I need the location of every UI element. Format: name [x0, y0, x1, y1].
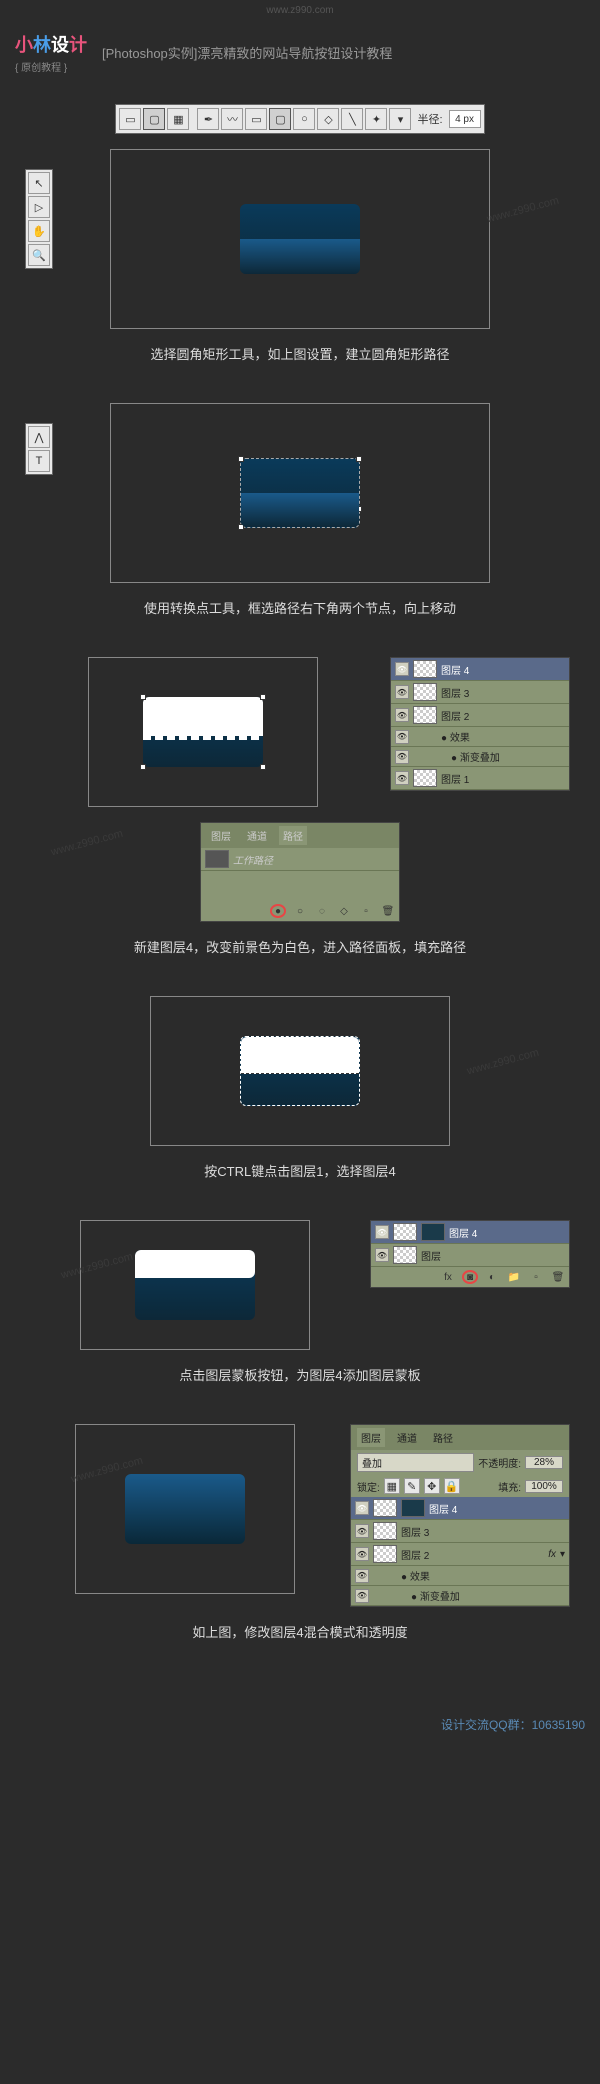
- caption-3: 新建图层4，改变前景色为白色，进入路径面板，填充路径: [30, 937, 570, 956]
- pen-icon[interactable]: ✒: [197, 108, 219, 130]
- layers-panel-2[interactable]: 👁图层 4 👁图层 fx ◙ ◐ 📁 ▫ 🗑: [370, 1220, 570, 1288]
- shape-toolbar: ▭ ▢ ▦ ✒ 〰 ▭ ▢ ○ ◇ ╲ ✦ ▾ 半径:: [115, 104, 484, 134]
- rect-icon[interactable]: ▭: [245, 108, 267, 130]
- layers-panel-3[interactable]: 图层 通道 路径 叠加 不透明度: 28% 锁定: ▦ ✎ ✥ 🔒 填充: 10…: [350, 1424, 570, 1607]
- step-6: 图层 通道 路径 叠加 不透明度: 28% 锁定: ▦ ✎ ✥ 🔒 填充: 10…: [30, 1424, 570, 1641]
- nav-button-mask: [135, 1250, 255, 1320]
- lock-paint-icon[interactable]: ✎: [404, 1478, 420, 1494]
- layer-grad-overlay[interactable]: 👁● 渐变叠加: [391, 747, 569, 767]
- layer-final-grad[interactable]: 👁● 渐变叠加: [351, 1586, 569, 1606]
- nav-button-final: [125, 1474, 245, 1544]
- step-1: ▭ ▢ ▦ ✒ 〰 ▭ ▢ ○ ◇ ╲ ✦ ▾ 半径: ↖ ▷ ✋ 🔍 选择圆角…: [30, 104, 570, 363]
- caption-4: 按CTRL键点击图层1，选择图层4: [30, 1161, 570, 1180]
- stroke-path-icon[interactable]: ○: [292, 904, 308, 918]
- blend-mode-select[interactable]: 叠加: [357, 1453, 474, 1472]
- folder-icon[interactable]: 📁: [506, 1270, 522, 1284]
- path-mode-icon[interactable]: ▢: [143, 108, 165, 130]
- url-watermark-top: www.z990.com: [0, 0, 600, 21]
- direct-select-icon[interactable]: ▷: [28, 196, 50, 218]
- layer-row-2[interactable]: 👁图层 2: [391, 704, 569, 727]
- delete-path-icon[interactable]: 🗑: [380, 904, 396, 918]
- layer-effects[interactable]: 👁● 效果: [391, 727, 569, 747]
- tab-paths[interactable]: 路径: [279, 826, 307, 845]
- caption-5: 点击图层蒙板按钮，为图层4添加图层蒙板: [30, 1365, 570, 1384]
- page-title: [Photoshop实例]漂亮精致的网站导航按钮设计教程: [102, 43, 392, 62]
- tab-channels[interactable]: 通道: [243, 826, 271, 845]
- step-3: 👁图层 4 👁图层 3 👁图层 2 👁● 效果 👁● 渐变叠加 👁图层 1 图层…: [30, 657, 570, 956]
- adj-layer-icon[interactable]: ◐: [484, 1270, 500, 1284]
- path-select-icon[interactable]: ↖: [28, 172, 50, 194]
- rounded-rect-icon[interactable]: ▢: [269, 108, 291, 130]
- fill-mode-icon[interactable]: ▦: [167, 108, 189, 130]
- step-4: 按CTRL键点击图层1，选择图层4 www.z990.com: [30, 996, 570, 1180]
- radius-label: 半径:: [413, 111, 446, 127]
- freeform-icon[interactable]: 〰: [221, 108, 243, 130]
- layer-row-3[interactable]: 👁图层 3: [391, 681, 569, 704]
- lock-move-icon[interactable]: ✥: [424, 1478, 440, 1494]
- load-selection-icon[interactable]: ◌: [314, 904, 330, 918]
- footer-text: 设计交流QQ群：10635190: [0, 1701, 600, 1748]
- trash-icon[interactable]: 🗑: [550, 1270, 566, 1284]
- caption-1: 选择圆角矩形工具，如上图设置，建立圆角矩形路径: [30, 344, 570, 363]
- layer-final-fx[interactable]: 👁● 效果: [351, 1566, 569, 1586]
- nav-button-select: [240, 1036, 360, 1106]
- custom-shape-icon[interactable]: ✦: [365, 108, 387, 130]
- lock-trans-icon[interactable]: ▦: [384, 1478, 400, 1494]
- layer-row-4[interactable]: 👁图层 4: [391, 658, 569, 681]
- fx-icon[interactable]: fx: [440, 1270, 456, 1284]
- work-path-row[interactable]: 工作路径: [201, 848, 399, 871]
- layer-row-3b[interactable]: 👁图层: [371, 1244, 569, 1267]
- layer-final-2[interactable]: 👁图层 2fx ▾: [351, 1543, 569, 1566]
- caption-6: 如上图，修改图层4混合模式和透明度: [30, 1622, 570, 1641]
- make-path-icon[interactable]: ◇: [336, 904, 352, 918]
- tools-palette-1: ↖ ▷ ✋ 🔍: [25, 169, 53, 269]
- layer-row-mask[interactable]: 👁图层 4: [371, 1221, 569, 1244]
- step-5: 👁图层 4 👁图层 fx ◙ ◐ 📁 ▫ 🗑 点击图层蒙板按钮，为图层4添加图层…: [30, 1220, 570, 1384]
- nav-button-path: [240, 458, 360, 528]
- nav-button-fill: [143, 697, 263, 767]
- fill-input[interactable]: 100%: [525, 1480, 563, 1493]
- new-path-icon[interactable]: ▫: [358, 904, 374, 918]
- logo-subtitle: { 原创教程 }: [15, 59, 87, 74]
- header: 小林设计 { 原创教程 } [Photoshop实例]漂亮精致的网站导航按钮设计…: [0, 21, 600, 84]
- convert-point-icon[interactable]: ⋀: [28, 426, 50, 448]
- layers-panel-1[interactable]: 👁图层 4 👁图层 3 👁图层 2 👁● 效果 👁● 渐变叠加 👁图层 1: [390, 657, 570, 791]
- new-layer-icon[interactable]: ▫: [528, 1270, 544, 1284]
- lock-all-icon[interactable]: 🔒: [444, 1478, 460, 1494]
- polygon-icon[interactable]: ◇: [317, 108, 339, 130]
- layer-final-3[interactable]: 👁图层 3: [351, 1520, 569, 1543]
- tab-layers[interactable]: 图层: [207, 826, 235, 845]
- opacity-input[interactable]: 28%: [525, 1456, 563, 1469]
- tools-palette-2: ⋀ T: [25, 423, 53, 475]
- hand-icon[interactable]: ✋: [28, 220, 50, 242]
- dropdown-icon[interactable]: ▾: [389, 108, 411, 130]
- fill-path-icon[interactable]: ●: [270, 904, 286, 918]
- nav-button-preview: [240, 204, 360, 274]
- step-2: ⋀ T 使用转换点工具，框选路径右下角两个节点，向上移动: [30, 403, 570, 617]
- caption-2: 使用转换点工具，框选路径右下角两个节点，向上移动: [30, 598, 570, 617]
- paths-panel[interactable]: 图层 通道 路径 工作路径 ● ○ ◌ ◇ ▫ 🗑: [200, 822, 400, 922]
- shape-layer-icon[interactable]: ▭: [119, 108, 141, 130]
- layer-final-4[interactable]: 👁图层 4: [351, 1497, 569, 1520]
- layer-row-1[interactable]: 👁图层 1: [391, 767, 569, 790]
- logo: 小林设计 { 原创教程 }: [15, 31, 87, 74]
- line-icon[interactable]: ╲: [341, 108, 363, 130]
- radius-input[interactable]: [449, 110, 481, 128]
- ellipse-icon[interactable]: ○: [293, 108, 315, 130]
- type-icon[interactable]: T: [28, 450, 50, 472]
- add-mask-icon[interactable]: ◙: [462, 1270, 478, 1284]
- zoom-icon[interactable]: 🔍: [28, 244, 50, 266]
